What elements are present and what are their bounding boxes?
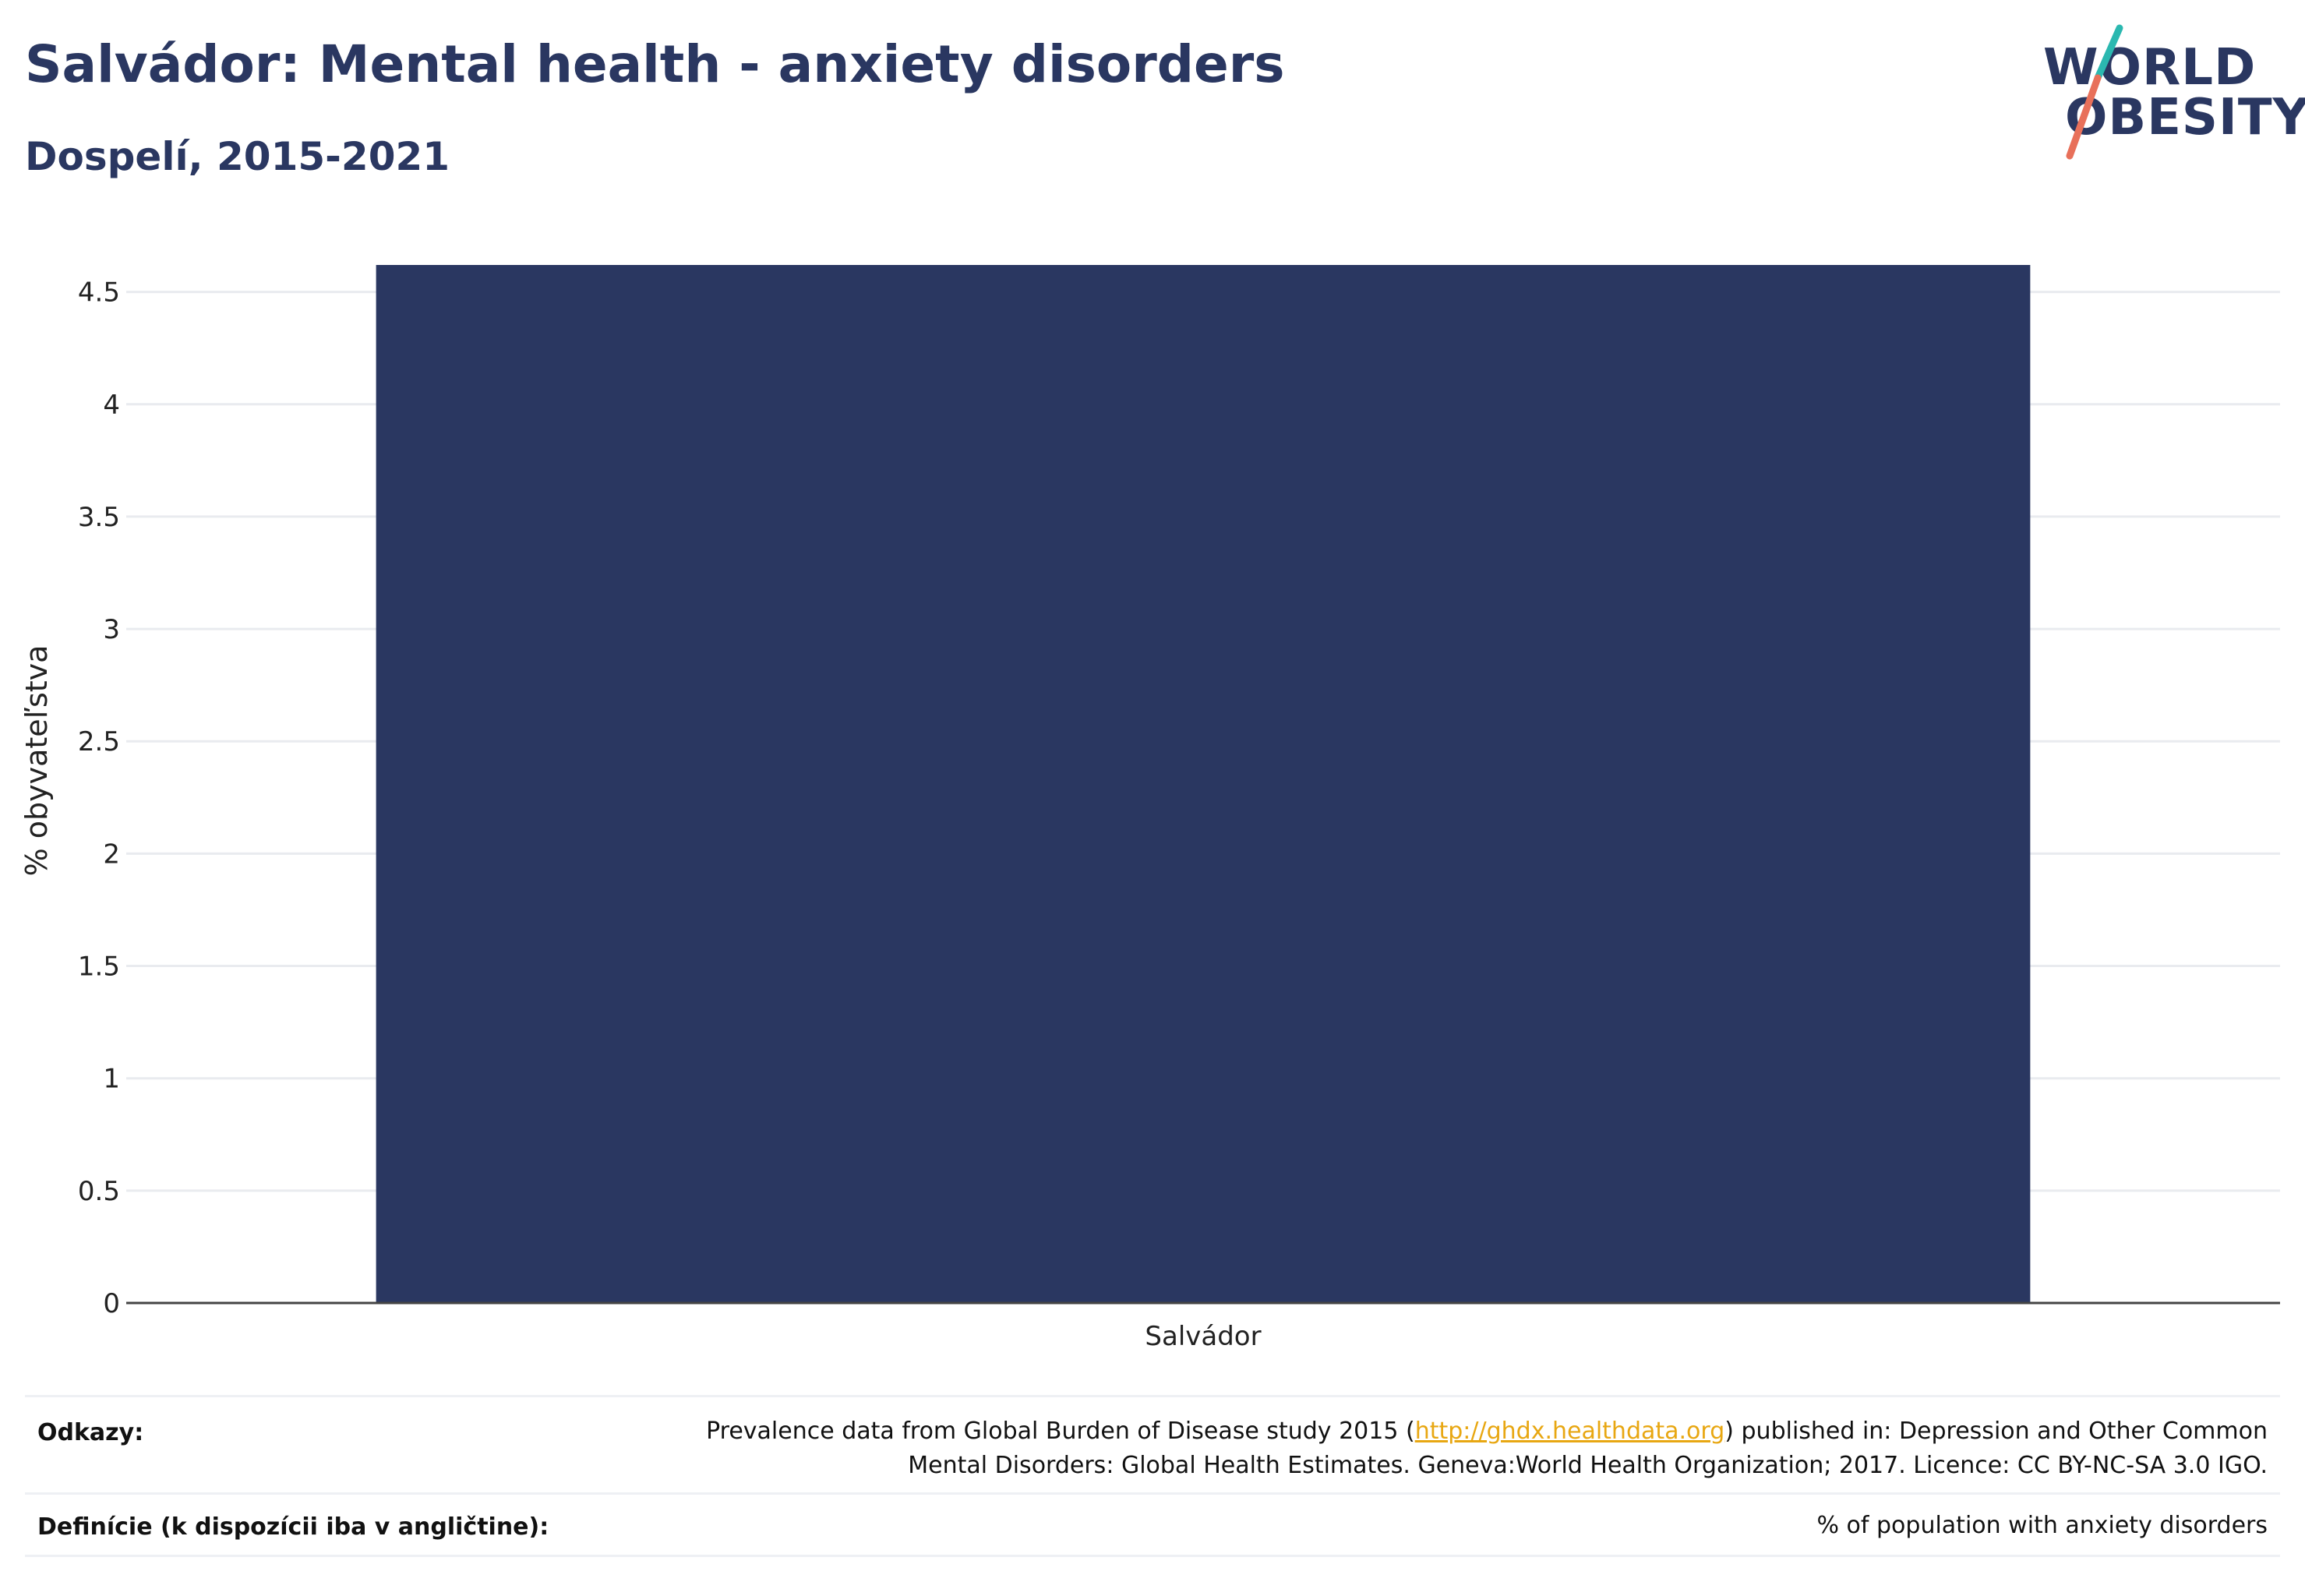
y-tick-label: 0.5 bbox=[78, 1176, 120, 1207]
x-tick-label: Salvádor bbox=[1145, 1321, 1261, 1352]
chart-title: Salvádor: Mental health - anxiety disord… bbox=[25, 34, 1285, 94]
definition-label: Definície (k dispozícii iba v angličtine… bbox=[37, 1513, 549, 1541]
y-tick-label: 1.5 bbox=[78, 952, 120, 983]
logo-slash-icon bbox=[2066, 24, 2123, 160]
y-tick-label: 4.5 bbox=[78, 277, 120, 309]
y-axis-ticks: 0 0.5 1 1.5 2 2.5 3 3.5 4 4.5 bbox=[78, 277, 120, 1319]
references-link[interactable]: http://ghdx.healthdata.org bbox=[1414, 1418, 1725, 1445]
x-axis-ticks: Salvádor bbox=[1145, 1321, 1261, 1352]
bar[interactable] bbox=[376, 265, 2031, 1303]
y-tick-label: 4 bbox=[103, 390, 120, 421]
definition-text: % of population with anxiety disorders bbox=[1816, 1512, 2268, 1539]
bar-chart: 0 0.5 1 1.5 2 2.5 3 3.5 4 4.5 Salvádor % obyvateľ… bbox=[19, 265, 2280, 1352]
world-obesity-logo: WORLD OBESITY bbox=[2034, 23, 2305, 164]
footer-bottom-rule bbox=[25, 1555, 2280, 1557]
y-tick-label: 3 bbox=[103, 614, 120, 645]
references-text: Prevalence data from Global Burden of Di… bbox=[706, 1418, 2268, 1479]
y-axis-title: % obyvateľstva bbox=[19, 645, 54, 877]
references-label: Odkazy: bbox=[37, 1419, 144, 1446]
chart-subtitle: Dospelí, 2015-2021 bbox=[25, 134, 450, 179]
definition-row: Definície (k dispozícii iba v angličtine… bbox=[25, 1492, 2280, 1557]
y-tick-label: 2.5 bbox=[78, 726, 120, 757]
bars bbox=[376, 265, 2031, 1303]
y-tick-label: 1 bbox=[103, 1064, 120, 1095]
y-tick-label: 2 bbox=[103, 839, 120, 870]
logo-line-2: OBESITY bbox=[2065, 89, 2305, 147]
y-tick-label: 3.5 bbox=[78, 502, 120, 533]
logo-line-1: WORLD bbox=[2043, 39, 2257, 97]
references-row: Odkazy: Prevalence data from Global Burd… bbox=[25, 1395, 2280, 1492]
y-tick-label: 0 bbox=[103, 1288, 120, 1319]
